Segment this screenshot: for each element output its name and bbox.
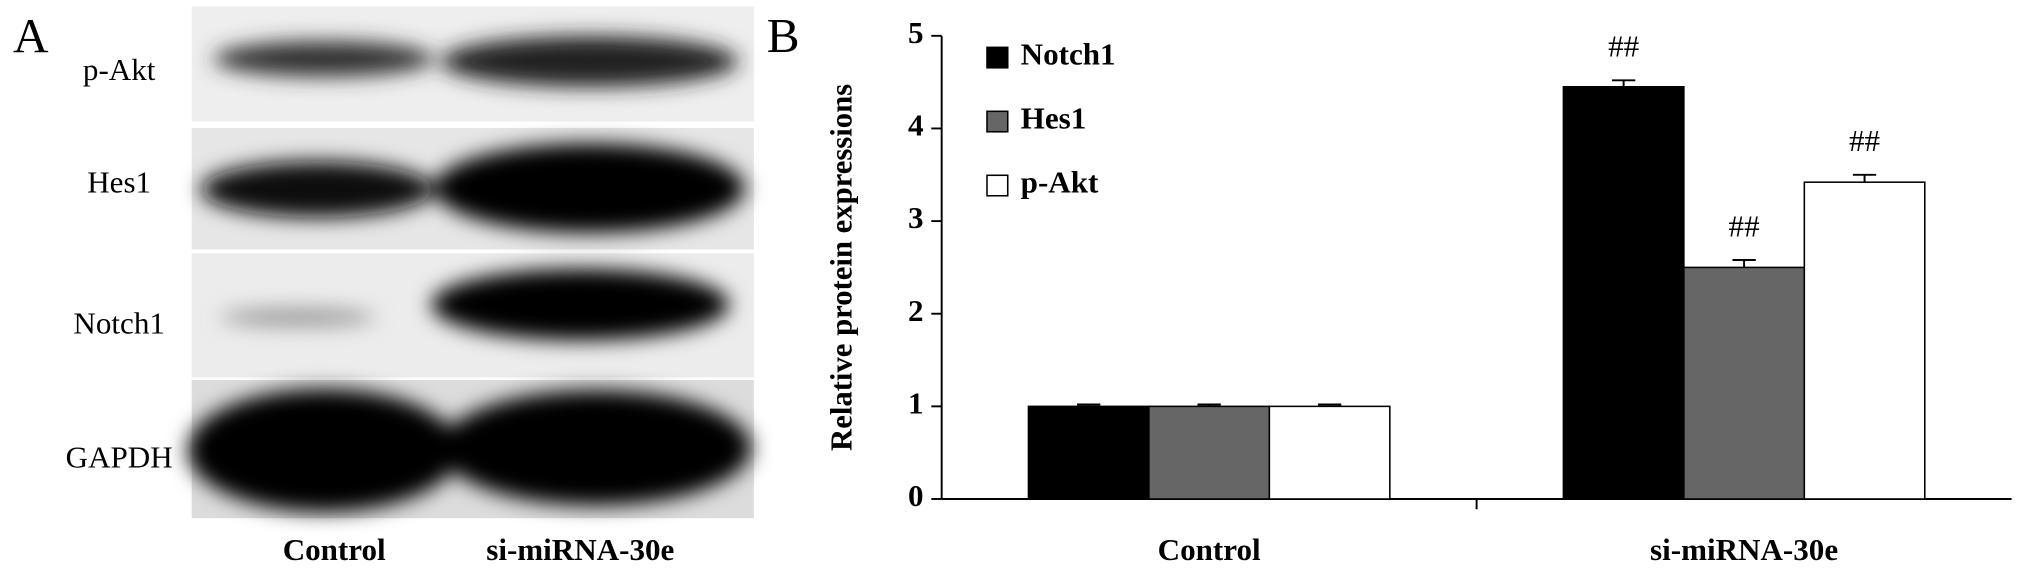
panel-label: B	[767, 8, 800, 63]
error-bar	[1197, 403, 1221, 407]
significance-label: ##	[1608, 29, 1639, 64]
significance-label: ##	[1729, 209, 1760, 244]
y-tick-label: 4	[908, 108, 924, 143]
bar	[1148, 405, 1271, 500]
x-tick-label: si-miRNA-30e	[1650, 532, 1838, 567]
y-tick-label: 3	[908, 200, 924, 235]
legend-swatch	[986, 174, 1009, 197]
lane-label: si-miRNA-30e	[486, 532, 674, 567]
x-tick-label: Control	[1158, 532, 1261, 567]
legend-swatch	[986, 110, 1009, 133]
legend-label: p-Akt	[1021, 165, 1099, 200]
y-tick-label: 1	[908, 386, 924, 421]
y-tick-label: 2	[908, 293, 924, 328]
row-label: GAPDH	[66, 440, 173, 475]
error-bar	[1732, 259, 1756, 268]
error-bar	[1077, 403, 1101, 407]
blot	[187, 6, 754, 519]
bar	[1562, 86, 1685, 500]
y-tick-label: 5	[908, 15, 924, 50]
row-label: p-Akt	[83, 52, 156, 87]
bar	[1803, 181, 1926, 500]
error-bar	[1611, 79, 1636, 87]
legend-label: Hes1	[1021, 101, 1087, 136]
y-axis-title: Relative protein expressions	[823, 84, 858, 451]
bar	[1268, 405, 1391, 500]
legend-swatch	[986, 46, 1009, 69]
row-label: Hes1	[87, 165, 151, 200]
panel-label: A	[13, 8, 49, 63]
bar	[1027, 405, 1150, 500]
significance-label: ##	[1849, 123, 1880, 158]
bar	[1683, 266, 1806, 500]
error-bar	[1852, 173, 1877, 183]
legend-label: Notch1	[1021, 37, 1116, 72]
lane-label: Control	[283, 532, 386, 567]
error-bar	[1317, 403, 1342, 407]
row-label: Notch1	[73, 305, 164, 340]
y-tick-label: 0	[908, 478, 924, 513]
